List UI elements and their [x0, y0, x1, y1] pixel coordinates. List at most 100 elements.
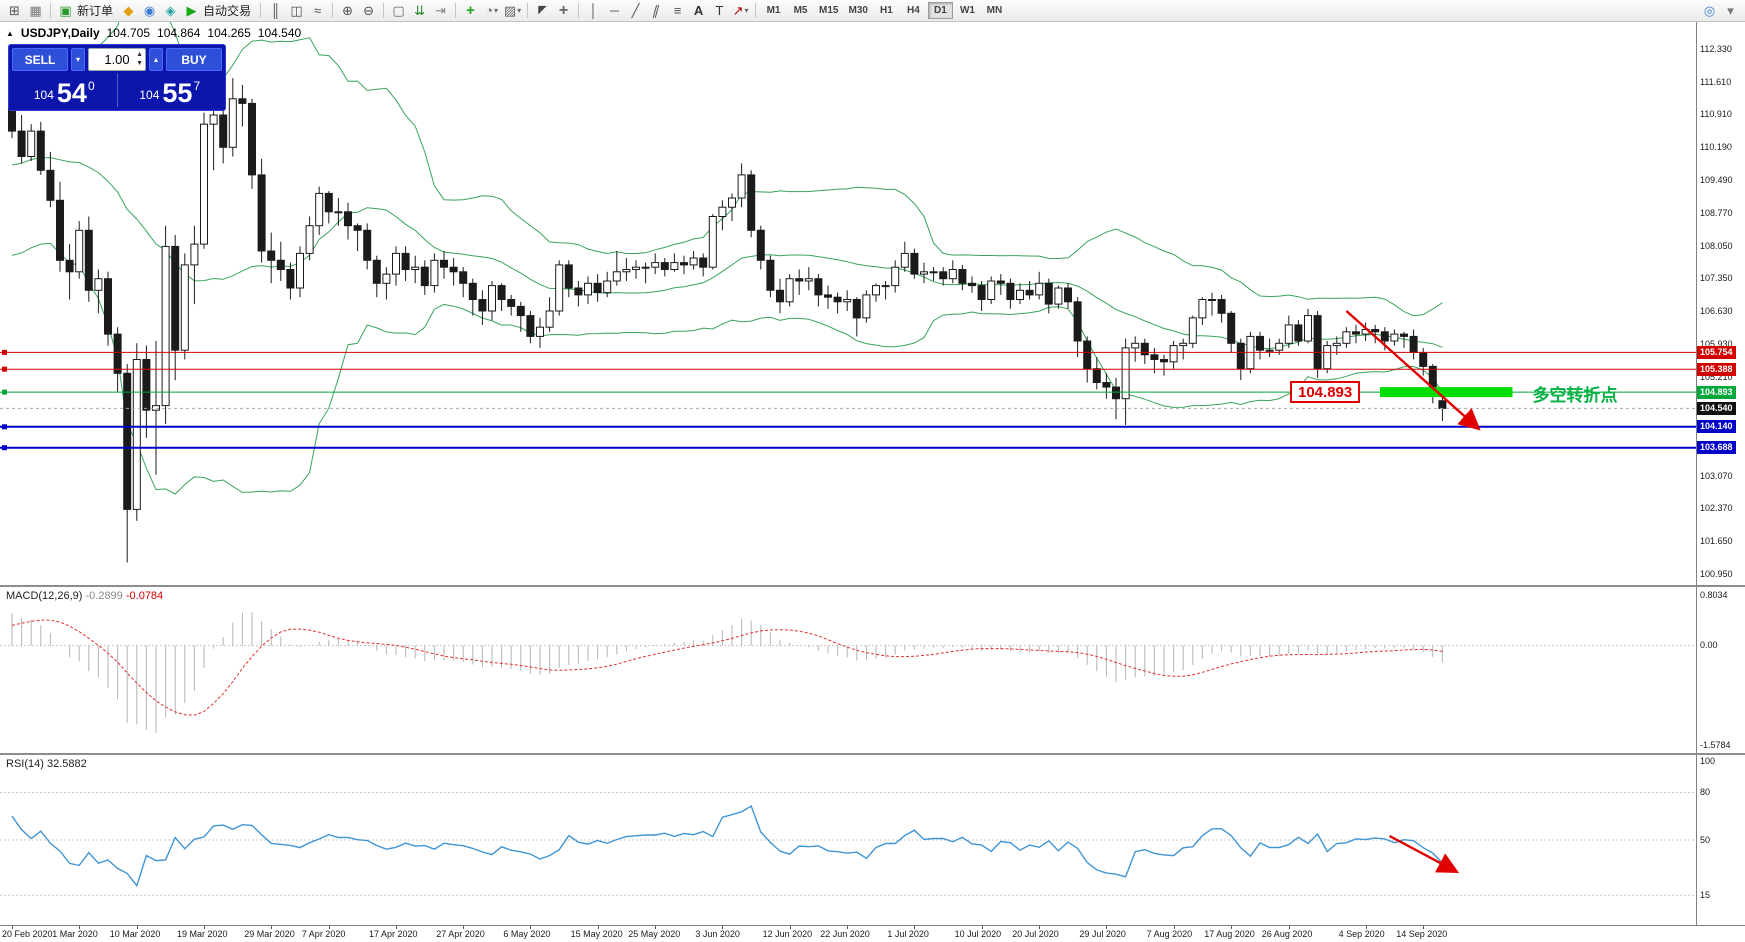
- trendline-icon[interactable]: ╱: [631, 3, 640, 18]
- date-tick: [597, 926, 599, 929]
- timeframe-button-MN[interactable]: MN: [986, 5, 1003, 16]
- date-label: 4 Sep 2020: [1338, 929, 1385, 939]
- vertical-line-icon[interactable]: │: [589, 3, 598, 18]
- timeframe-button-W1[interactable]: W1: [959, 5, 975, 16]
- sell-button[interactable]: SELL: [12, 48, 68, 71]
- buy-price-sup: 7: [193, 79, 201, 93]
- low-value: 104.265: [207, 26, 251, 40]
- fibonacci-icon[interactable]: ≡: [673, 3, 682, 18]
- date-label: 22 Jun 2020: [820, 929, 870, 939]
- date-tick: [396, 926, 397, 929]
- volume-input[interactable]: 1.00 ▲ ▼: [88, 48, 146, 71]
- timeframe-button-M1[interactable]: M1: [766, 5, 781, 16]
- price-tick: 106.630: [1700, 306, 1733, 317]
- channel-icon[interactable]: ∥: [651, 3, 662, 18]
- autotrading-icon[interactable]: ▶: [186, 3, 197, 18]
- date-tick: [1039, 926, 1041, 929]
- date-tick: [722, 926, 724, 929]
- turning-point-annotation[interactable]: 多空转折点: [1532, 386, 1618, 406]
- price-tick: 108.770: [1700, 207, 1733, 218]
- price-tick: 109.490: [1700, 174, 1733, 185]
- sell-quote[interactable]: 104 54 0: [12, 73, 118, 107]
- sell-price-big: 54: [56, 78, 87, 109]
- chart-shift-icon[interactable]: ⇥: [435, 3, 446, 18]
- date-tick: [847, 926, 849, 929]
- timeframe-button-H1[interactable]: H1: [880, 5, 893, 16]
- open-value: 104.705: [106, 26, 151, 40]
- buy-button[interactable]: BUY: [166, 48, 222, 71]
- buy-quote[interactable]: 104 55 7: [118, 73, 223, 107]
- autotrading-label[interactable]: 自动交易: [203, 4, 252, 18]
- pane-separator[interactable]: [0, 585, 1745, 587]
- text-tool-icon[interactable]: A: [693, 3, 704, 18]
- date-label: 26 Aug 2020: [1261, 929, 1313, 939]
- indicators-icon[interactable]: +: [466, 2, 475, 19]
- date-axis[interactable]: 20 Feb 2020 1 Mar 2020 10 Mar 2020 19 Mar 2…: [0, 925, 1745, 942]
- periods-icon[interactable]: ◔ ▾: [485, 3, 498, 18]
- macd-canvas[interactable]: [0, 587, 1696, 753]
- auto-scroll-icon[interactable]: ⇊: [414, 3, 425, 18]
- new-order-icon[interactable]: ▣: [59, 3, 72, 18]
- timeframe-button-D1[interactable]: D1: [927, 2, 953, 19]
- date-tick: [463, 926, 465, 929]
- profiles-icon[interactable]: ▦: [29, 3, 42, 18]
- toolbar-overflow-icon[interactable]: ▾: [1727, 3, 1734, 18]
- price-tick: 108.050: [1700, 240, 1733, 251]
- price-tag: 103.688: [1697, 441, 1736, 455]
- price-chart-canvas[interactable]: [0, 22, 1696, 585]
- price-tick: 100.950: [1700, 568, 1733, 579]
- date-tick: [1106, 926, 1108, 929]
- zoom-in-icon[interactable]: ⊕: [342, 3, 353, 18]
- price-axis[interactable]: 112.330 111.610 110.910 110.190 109.490 108.7…: [1697, 22, 1745, 925]
- new-order-label[interactable]: 新订单: [77, 4, 114, 18]
- arrows-tool-icon[interactable]: ↗ ▾: [732, 3, 749, 18]
- pane-separator[interactable]: [0, 753, 1745, 755]
- volume-spinner[interactable]: ▲ ▼: [136, 51, 143, 68]
- rsi-canvas[interactable]: [0, 755, 1696, 925]
- timeframe-button-M5[interactable]: M5: [793, 5, 808, 16]
- macd-pane[interactable]: MACD(12,26,9) -0.2899 -0.0784: [0, 587, 1696, 753]
- cursor-icon[interactable]: ◤: [538, 4, 547, 16]
- chart-collapse-icon[interactable]: ▲: [6, 28, 14, 38]
- zoom-out-icon[interactable]: ⊖: [363, 3, 374, 18]
- price-tick: 101.650: [1700, 536, 1733, 547]
- date-tick: [914, 926, 916, 929]
- rsi-pane[interactable]: RSI(14) 32.5882: [0, 755, 1696, 925]
- timeframe-button-M15[interactable]: M15: [819, 5, 839, 16]
- price-tick: 112.330: [1700, 43, 1732, 54]
- main-chart-pane[interactable]: ▲ USDJPY,Daily 104.705 104.864 104.265 1…: [0, 22, 1696, 585]
- date-label: 29 Mar 2020: [244, 929, 295, 939]
- sell-price-prefix: 104: [33, 88, 54, 102]
- bar-chart-icon[interactable]: ║: [270, 3, 281, 18]
- price-tick: 110.910: [1700, 109, 1732, 119]
- market-icon[interactable]: ◈: [165, 3, 176, 18]
- chart-ohlc-title: ▲ USDJPY,Daily 104.705 104.864 104.265 1…: [6, 26, 301, 40]
- date-tick: [136, 926, 138, 929]
- macd-scale-label: 0.00: [1700, 640, 1718, 651]
- tile-windows-icon[interactable]: ▢: [392, 3, 405, 18]
- community-icon[interactable]: ◉: [143, 3, 156, 18]
- search-icon[interactable]: ◎: [1703, 3, 1716, 18]
- toolbar: ⊞ ▦ ▣ 新订单 ◆ ◉ ◈ ▶ 自动交易 ║ ◫ ≈ ⊕ ⊖ ▢ ⇊ ⇥ +…: [0, 0, 1745, 22]
- line-chart-icon[interactable]: ≈: [313, 3, 322, 18]
- macd-title: MACD(12,26,9) -0.2899 -0.0784: [6, 590, 164, 602]
- date-label: 10 Mar 2020: [109, 929, 161, 939]
- date-label: 17 Aug 2020: [1204, 929, 1255, 939]
- price-tick: 107.350: [1700, 273, 1733, 284]
- horizontal-line-icon[interactable]: ─: [609, 3, 620, 18]
- price-annotation-label[interactable]: 104.893: [1290, 381, 1361, 404]
- templates-icon[interactable]: ▨ ▾: [503, 3, 522, 18]
- timeframe-button-H4[interactable]: H4: [907, 5, 920, 16]
- new-chart-icon[interactable]: ⊞: [9, 3, 20, 18]
- timeframe-button-M30[interactable]: M30: [848, 5, 868, 16]
- date-label: 27 Apr 2020: [436, 929, 485, 939]
- one-click-trading-panel: SELL ▾ 1.00 ▲ ▼ ▴ BUY 104 54 0 104 55 7: [8, 44, 226, 111]
- crosshair-icon[interactable]: +: [558, 1, 569, 19]
- label-tool-icon[interactable]: T: [715, 3, 724, 18]
- date-label: 25 May 2020: [628, 929, 681, 939]
- buy-dropdown-icon[interactable]: ▴: [149, 48, 163, 71]
- candlestick-chart-icon[interactable]: ◫: [290, 3, 303, 18]
- mql-icon[interactable]: ◆: [123, 3, 134, 18]
- sell-dropdown-icon[interactable]: ▾: [71, 48, 85, 71]
